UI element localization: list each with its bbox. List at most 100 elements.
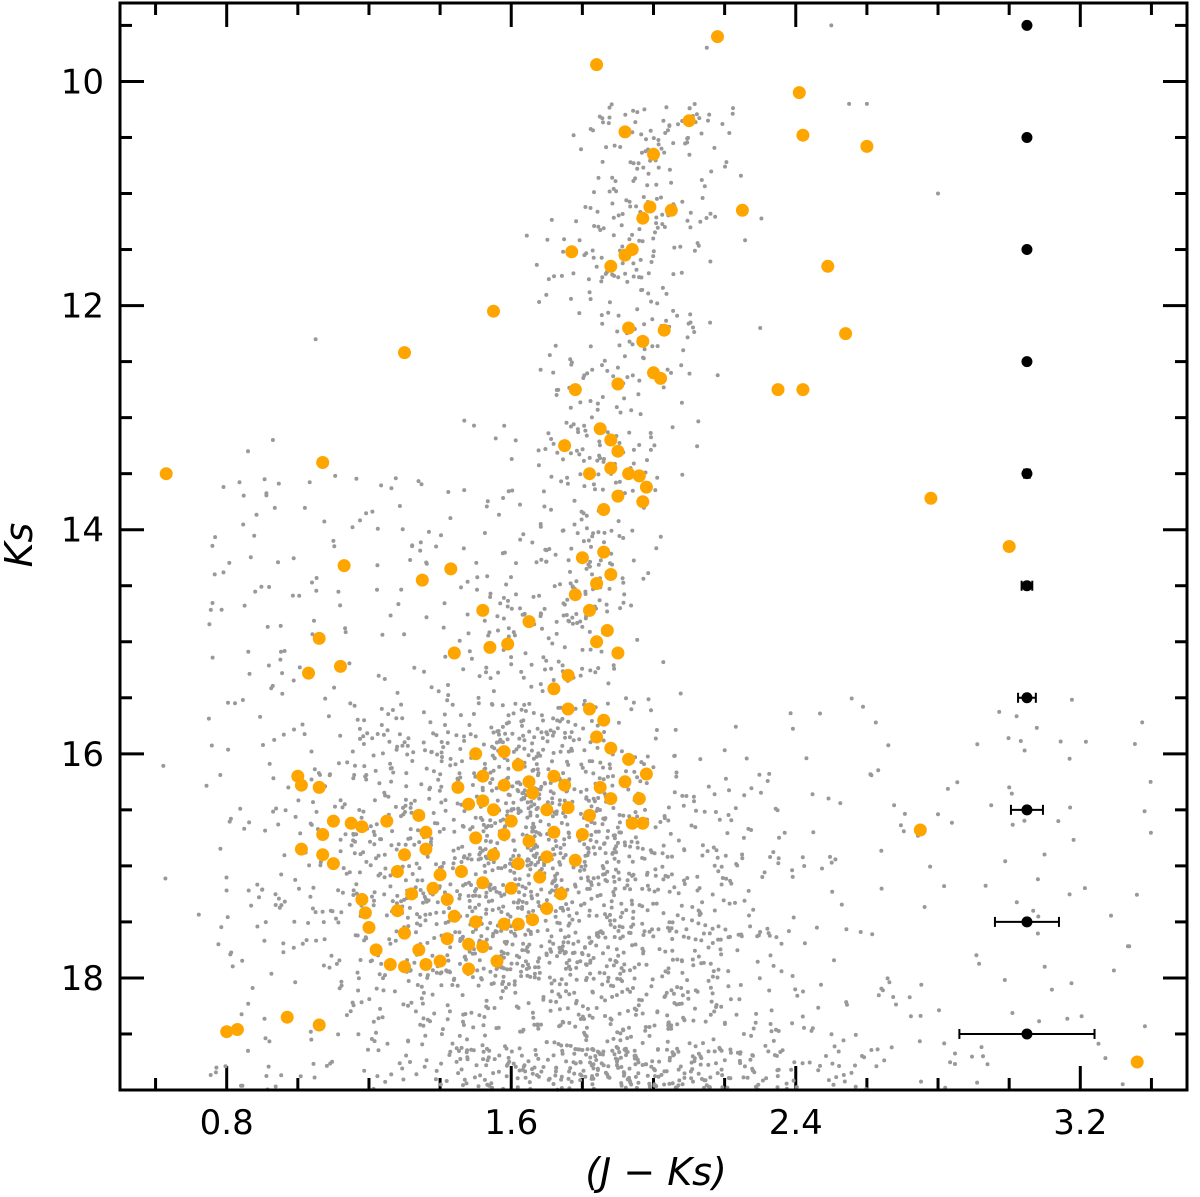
member-star-point: [501, 637, 515, 651]
field-star-point: [586, 562, 591, 567]
field-star-point: [936, 812, 940, 817]
field-star-point: [480, 818, 485, 822]
field-star-point: [637, 962, 641, 967]
field-star-point: [458, 1057, 463, 1061]
field-star-point: [708, 259, 713, 264]
field-star-point: [474, 560, 479, 565]
field-star-point: [534, 1052, 538, 1057]
field-star-point: [531, 594, 536, 599]
field-star-point: [544, 292, 549, 297]
field-star-point: [740, 852, 745, 857]
field-star-point: [511, 807, 516, 811]
field-star-point: [206, 716, 211, 721]
field-star-point: [637, 443, 642, 447]
field-star-point: [523, 948, 528, 953]
field-star-point: [800, 855, 805, 860]
field-star-point: [588, 206, 593, 210]
field-star-point: [530, 741, 535, 746]
field-star-point: [349, 843, 354, 848]
field-star-point: [495, 798, 500, 803]
field-star-point: [541, 1065, 546, 1069]
field-star-point: [528, 867, 533, 872]
field-star-point: [450, 702, 455, 707]
field-star-point: [627, 339, 632, 344]
field-star-point: [461, 667, 466, 672]
field-star-point: [485, 926, 490, 931]
field-star-point: [1035, 931, 1040, 936]
field-star-point: [645, 754, 650, 759]
field-star-point: [620, 244, 625, 249]
field-star-point: [710, 892, 715, 897]
field-star-point: [841, 1038, 846, 1043]
field-star-point: [372, 833, 377, 837]
field-star-point: [439, 1061, 444, 1066]
field-star-point: [722, 1020, 727, 1025]
field-star-point: [441, 745, 446, 750]
field-star-point: [775, 1074, 780, 1079]
field-star-point: [831, 1082, 836, 1087]
field-star-point: [628, 931, 633, 935]
field-star-point: [498, 737, 503, 742]
field-star-point: [239, 1012, 244, 1017]
field-star-point: [481, 966, 486, 971]
field-star-point: [586, 538, 591, 543]
field-star-point: [665, 367, 670, 372]
field-star-point: [675, 1022, 680, 1027]
field-star-point: [511, 854, 516, 858]
field-star-point: [681, 348, 686, 353]
field-star-point: [584, 1038, 589, 1043]
field-star-point: [207, 622, 212, 627]
field-star-point: [599, 649, 604, 654]
field-star-point: [364, 859, 369, 864]
member-star-point: [618, 775, 632, 789]
member-star-point: [522, 775, 536, 789]
field-star-point: [509, 655, 514, 660]
field-star-point: [667, 1055, 672, 1060]
field-star-point: [680, 970, 685, 975]
field-star-point: [490, 908, 495, 912]
field-star-point: [447, 906, 452, 911]
field-star-point: [641, 933, 646, 937]
field-star-point: [833, 857, 838, 862]
field-star-point: [389, 779, 394, 784]
field-star-point: [282, 649, 287, 653]
field-star-point: [400, 1066, 405, 1071]
field-star-point: [702, 809, 707, 814]
field-star-point: [557, 798, 562, 803]
field-star-point: [502, 550, 507, 555]
field-star-point: [1142, 1024, 1147, 1029]
field-star-point: [687, 152, 692, 157]
field-star-point: [410, 544, 415, 549]
field-star-point: [553, 838, 558, 843]
field-star-point: [759, 216, 764, 221]
field-star-point: [298, 1074, 303, 1079]
field-star-point: [686, 996, 691, 1001]
field-star-point: [606, 829, 610, 833]
field-star-point: [614, 850, 619, 855]
field-star-point: [583, 428, 588, 433]
field-star-point: [258, 714, 263, 719]
field-star-point: [703, 923, 708, 928]
field-star-point: [550, 801, 555, 805]
field-star-point: [587, 908, 592, 913]
field-star-point: [485, 499, 490, 504]
field-star-point: [681, 934, 686, 939]
field-star-point: [375, 563, 380, 568]
field-star-point: [415, 878, 420, 883]
field-star-point: [524, 233, 529, 238]
field-star-point: [661, 877, 666, 882]
field-star-point: [620, 576, 625, 581]
field-star-point: [334, 916, 338, 921]
member-star-point: [440, 932, 454, 946]
field-star-point: [582, 748, 587, 753]
field-star-point: [388, 613, 393, 618]
field-star-point: [516, 853, 521, 858]
field-star-point: [576, 939, 581, 944]
field-star-point: [692, 248, 697, 253]
field-star-point: [600, 116, 605, 121]
field-star-point: [467, 905, 472, 910]
field-star-point: [818, 711, 822, 716]
field-star-point: [224, 875, 229, 880]
field-star-point: [602, 971, 607, 976]
field-star-point: [621, 969, 626, 973]
